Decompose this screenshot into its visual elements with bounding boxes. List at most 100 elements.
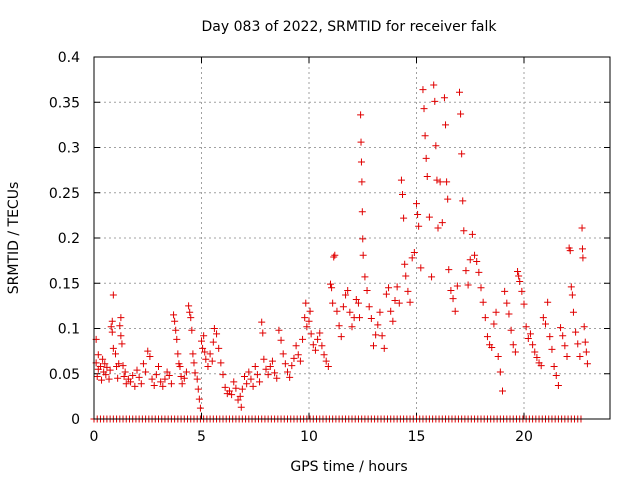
data-point	[307, 330, 315, 338]
y-tick-label: 0.2	[58, 231, 80, 247]
y-tick-label: 0.25	[49, 186, 80, 202]
data-point	[359, 235, 367, 243]
data-point	[264, 371, 272, 379]
data-point	[311, 346, 319, 354]
data-point	[174, 350, 182, 358]
data-point	[127, 378, 135, 386]
data-point	[583, 360, 591, 368]
data-point	[376, 308, 384, 316]
data-point	[180, 374, 188, 382]
data-point	[241, 372, 248, 380]
data-point	[253, 371, 261, 379]
data-point	[161, 375, 169, 383]
data-points	[90, 81, 591, 423]
data-point	[186, 308, 194, 316]
data-point	[578, 224, 586, 232]
data-point	[357, 138, 365, 146]
data-point	[490, 320, 498, 328]
data-point	[172, 326, 180, 334]
data-point	[342, 291, 350, 299]
data-point	[102, 371, 110, 379]
data-point	[96, 363, 104, 371]
data-point	[309, 341, 317, 349]
data-point	[456, 88, 463, 96]
data-point	[444, 195, 452, 203]
data-point	[515, 272, 523, 280]
data-point	[155, 363, 162, 371]
data-point	[356, 314, 364, 322]
data-point	[290, 354, 298, 362]
data-point	[167, 380, 175, 388]
data-point	[443, 178, 451, 186]
data-point	[221, 383, 229, 391]
data-point	[306, 307, 314, 315]
data-point	[209, 338, 217, 346]
data-point	[449, 295, 457, 303]
data-point	[533, 353, 541, 361]
data-point	[447, 286, 455, 294]
data-point	[529, 341, 537, 349]
data-point	[115, 360, 123, 368]
data-point	[420, 105, 428, 113]
data-point	[200, 332, 208, 340]
data-point	[201, 348, 209, 356]
data-point	[423, 172, 431, 180]
x-tick-label: 0	[90, 429, 99, 445]
data-point	[157, 378, 165, 386]
data-point	[354, 299, 362, 307]
data-point	[225, 387, 233, 395]
data-point	[316, 329, 324, 337]
data-point	[468, 230, 476, 238]
y-tick-label: 0.4	[58, 50, 80, 66]
data-point	[173, 335, 181, 343]
data-point	[457, 110, 465, 118]
data-point	[344, 286, 352, 294]
data-point	[526, 330, 534, 338]
data-point	[281, 360, 289, 368]
y-tick-label: 0.35	[49, 95, 80, 111]
data-point	[117, 314, 125, 322]
data-point	[247, 375, 255, 383]
data-point	[119, 362, 127, 370]
data-point	[542, 320, 549, 328]
data-point	[299, 335, 307, 343]
data-point	[335, 322, 343, 330]
data-point	[236, 392, 244, 400]
x-tick-label: 15	[408, 429, 426, 445]
data-point	[329, 299, 337, 307]
data-point	[327, 280, 334, 288]
data-point	[258, 318, 266, 326]
data-point	[189, 350, 197, 358]
data-point	[509, 341, 517, 349]
data-point	[148, 375, 156, 383]
data-point	[193, 375, 201, 383]
data-point	[271, 369, 279, 377]
data-point	[380, 344, 388, 352]
data-point	[245, 368, 253, 376]
y-tick-label: 0.05	[49, 367, 80, 383]
data-point	[370, 342, 377, 350]
data-point	[135, 373, 143, 381]
data-point	[402, 272, 410, 280]
data-point	[182, 368, 190, 376]
data-point	[406, 298, 414, 306]
data-point	[389, 317, 397, 325]
data-point	[273, 374, 281, 382]
data-point	[421, 132, 429, 140]
data-point	[569, 308, 577, 316]
data-point	[133, 366, 141, 374]
data-point	[459, 197, 467, 205]
data-point	[191, 369, 199, 377]
data-point	[431, 97, 439, 105]
data-point	[256, 378, 264, 386]
data-point	[537, 362, 545, 370]
data-point	[561, 342, 569, 350]
data-point	[163, 368, 171, 376]
data-point	[433, 176, 441, 184]
data-point	[568, 291, 576, 299]
data-point	[238, 385, 246, 393]
data-point	[352, 296, 360, 304]
data-point	[488, 344, 496, 352]
data-point	[358, 178, 366, 186]
data-point	[399, 191, 407, 199]
